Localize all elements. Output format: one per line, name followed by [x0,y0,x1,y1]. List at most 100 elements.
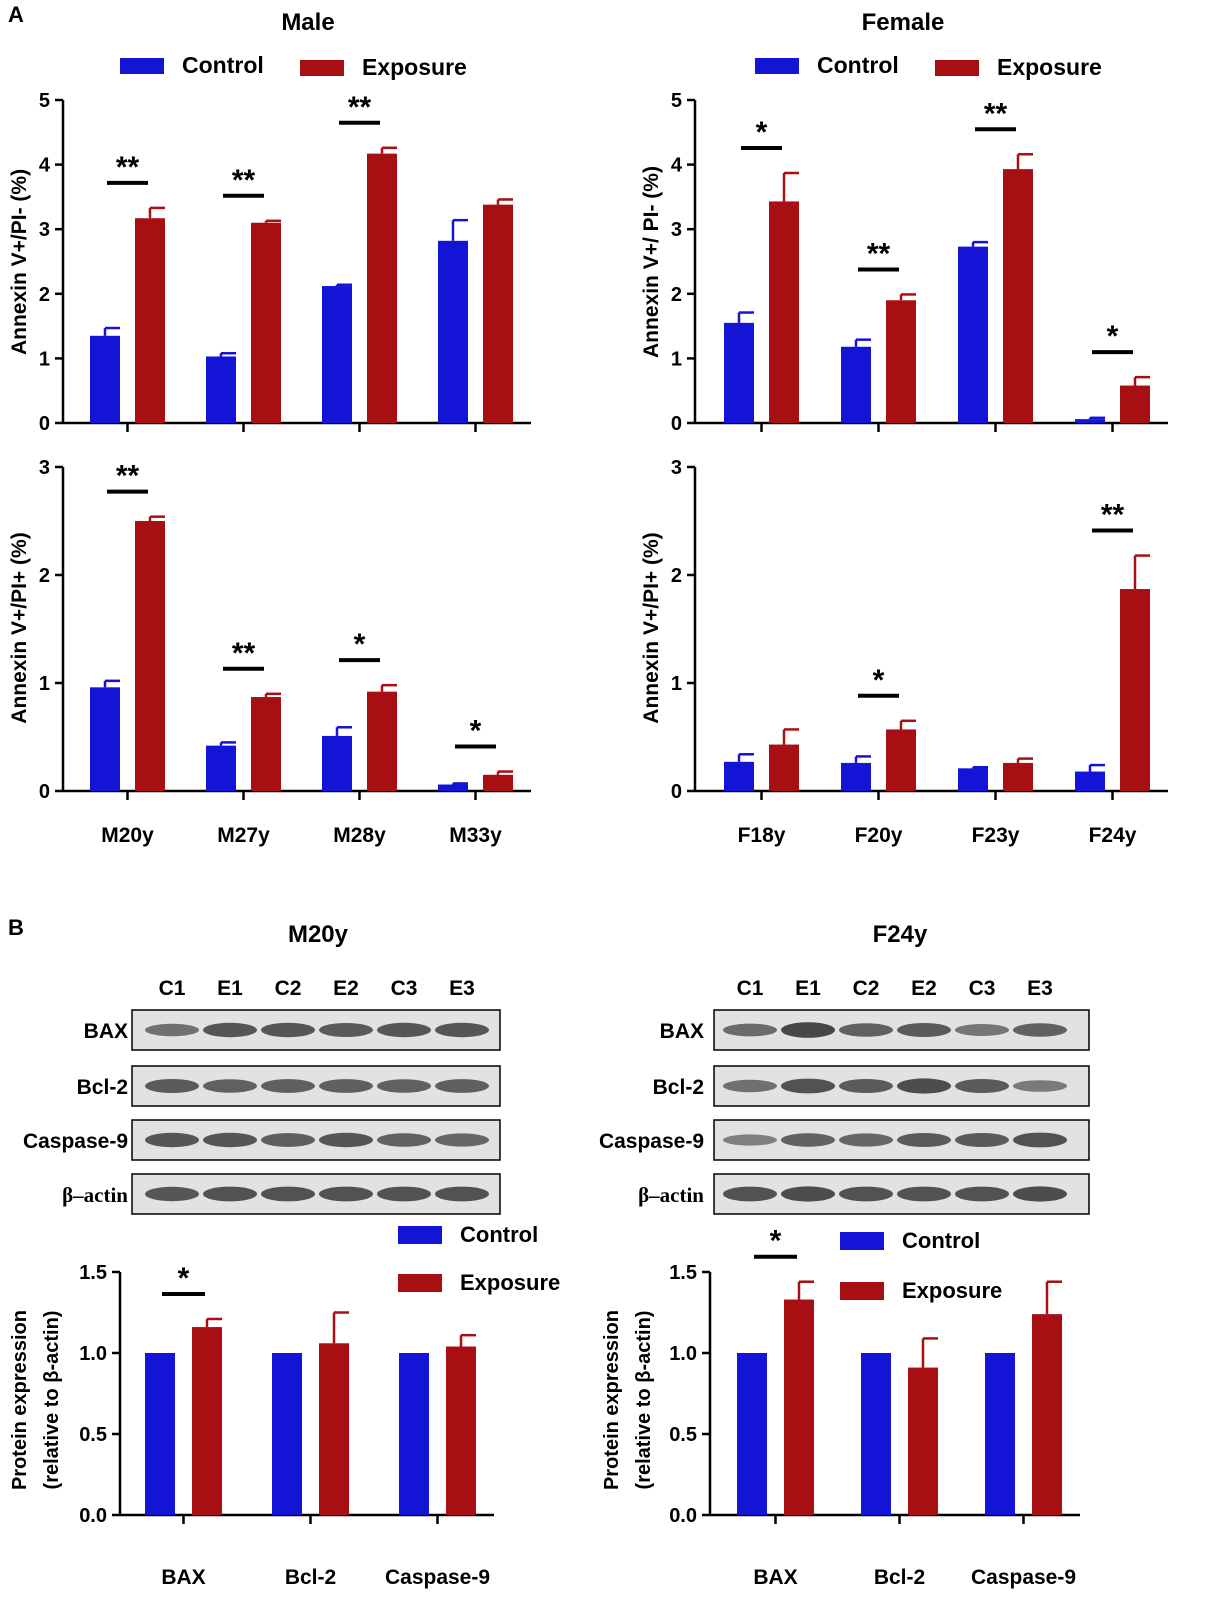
bar-control [958,768,988,791]
y-tick-label: 1 [39,673,50,695]
bar-control [90,335,120,423]
blot-band [723,1186,777,1202]
y-tick-label: 0.0 [79,1505,107,1527]
bar-control [724,761,754,791]
blot-band [145,1079,199,1093]
y-tick-label: 5 [39,90,50,112]
bar-control [841,762,871,791]
significance-marker: * [1107,320,1119,353]
blot-band [203,1022,257,1038]
blot-band [377,1133,431,1147]
bar-exposure [886,300,916,423]
blot-row-label: β–actin [62,1183,128,1207]
bar-exposure [784,1299,814,1515]
y-tick-label: 1.5 [669,1262,697,1284]
blot-band [955,1079,1009,1093]
y-axis-label: Annexin V+/ PI- (%) [640,166,663,358]
lane-label: E1 [795,977,821,1000]
bar-exposure [367,691,397,791]
lane-label: E1 [217,977,243,1000]
blot-row-label: Caspase-9 [599,1130,704,1153]
bar-control [322,735,352,791]
legend-swatch-exposure [935,60,979,76]
bar-control [272,1353,302,1515]
bar-control [438,240,468,423]
panel-label-a: A [8,2,24,27]
legend-label-exposure: Exposure [362,54,467,80]
blot-band [723,1134,777,1146]
chart-m20y-protein: 0.0 0.5 1.0 1.5 Protein expression (relative … [9,1222,560,1589]
blot-band [897,1078,951,1094]
legend-swatch-exposure [840,1282,884,1300]
blot-m20y-blot: M20y C1 E1 C2 E2 C3 E3 BAX Bcl-2 Caspase-9 β–actin [23,921,501,1215]
bar-control [1075,771,1105,791]
x-tick-label: F20y [855,824,903,847]
blot-row-label: Caspase-9 [23,1130,128,1153]
x-tick-label: F18y [738,824,786,847]
blot-band [897,1133,951,1147]
legend-label-exposure: Exposure [997,54,1102,80]
legend-swatch-control [120,58,164,74]
blot-row-label: BAX [660,1020,704,1043]
legend-label-control: Control [182,52,264,78]
legend-swatch-control [398,1226,442,1244]
bar-control [861,1353,891,1515]
bar-exposure [769,201,799,423]
x-tick-label: M20y [101,824,154,847]
bar-exposure [886,729,916,791]
bar-exposure [908,1367,938,1515]
legend-label-exposure: Exposure [902,1278,1002,1303]
bar-control [322,286,352,423]
significance-marker: ** [984,97,1008,130]
legend-swatch-control [840,1232,884,1250]
significance-marker: ** [232,637,256,670]
blot-band [839,1079,893,1093]
y-tick-label: 5 [671,90,682,112]
bar-control [206,745,236,791]
y-tick-label: 0 [39,413,50,435]
blot-band [839,1186,893,1202]
blot-band [261,1022,315,1038]
x-tick-label: Bcl-2 [285,1566,336,1589]
bar-exposure [769,744,799,791]
blot-f24y-blot: F24y C1 E1 C2 E2 C3 E3 BAX Bcl-2 Caspase-9 β–actin [599,921,1090,1215]
blot-title: M20y [288,921,349,948]
significance-marker: ** [116,460,140,493]
blot-band [1013,1080,1067,1092]
blot-band [435,1022,489,1038]
significance-marker: ** [348,91,372,124]
bar-control [206,356,236,423]
blot-band [145,1186,199,1202]
blot-band [319,1079,373,1093]
blot-band [1013,1186,1067,1202]
x-tick-label: Caspase-9 [971,1566,1076,1589]
blot-title: F24y [873,921,928,948]
y-tick-label: 0 [671,413,682,435]
legend-label-control: Control [460,1222,538,1247]
chart-female-pi-pos: 0 1 2 3 Annexin V+/PI+ (%) F18y F20y * F23y F24y *… [640,457,1168,847]
lane-label: C1 [159,977,186,1000]
y-tick-label: 0 [671,781,682,803]
bar-control [737,1353,767,1515]
y-tick-label: 3 [671,219,682,241]
blot-band [261,1186,315,1202]
blot-band [319,1186,373,1202]
blot-row-label: β–actin [638,1183,704,1207]
legend-label-control: Control [817,52,899,78]
y-tick-label: 1.5 [79,1262,107,1284]
legend-swatch-control [755,58,799,74]
x-tick-label: M28y [333,824,386,847]
chart-male-pi-neg: Male 0 1 2 3 4 5 Annexin V+/PI- (%) ** ** ** Contro… [8,9,531,435]
chart-f24y-protein: 0.0 0.5 1.0 1.5 Protein expression (relative … [601,1225,1080,1589]
blot-band [203,1079,257,1093]
blot-band [955,1133,1009,1147]
y-axis-label: Annexin V+/PI- (%) [8,169,31,355]
blot-band [955,1024,1009,1036]
lane-label: E3 [1027,977,1053,1000]
blot-band [839,1023,893,1037]
blot-band [435,1186,489,1202]
x-tick-label: M27y [217,824,270,847]
significance-marker: ** [116,151,140,184]
